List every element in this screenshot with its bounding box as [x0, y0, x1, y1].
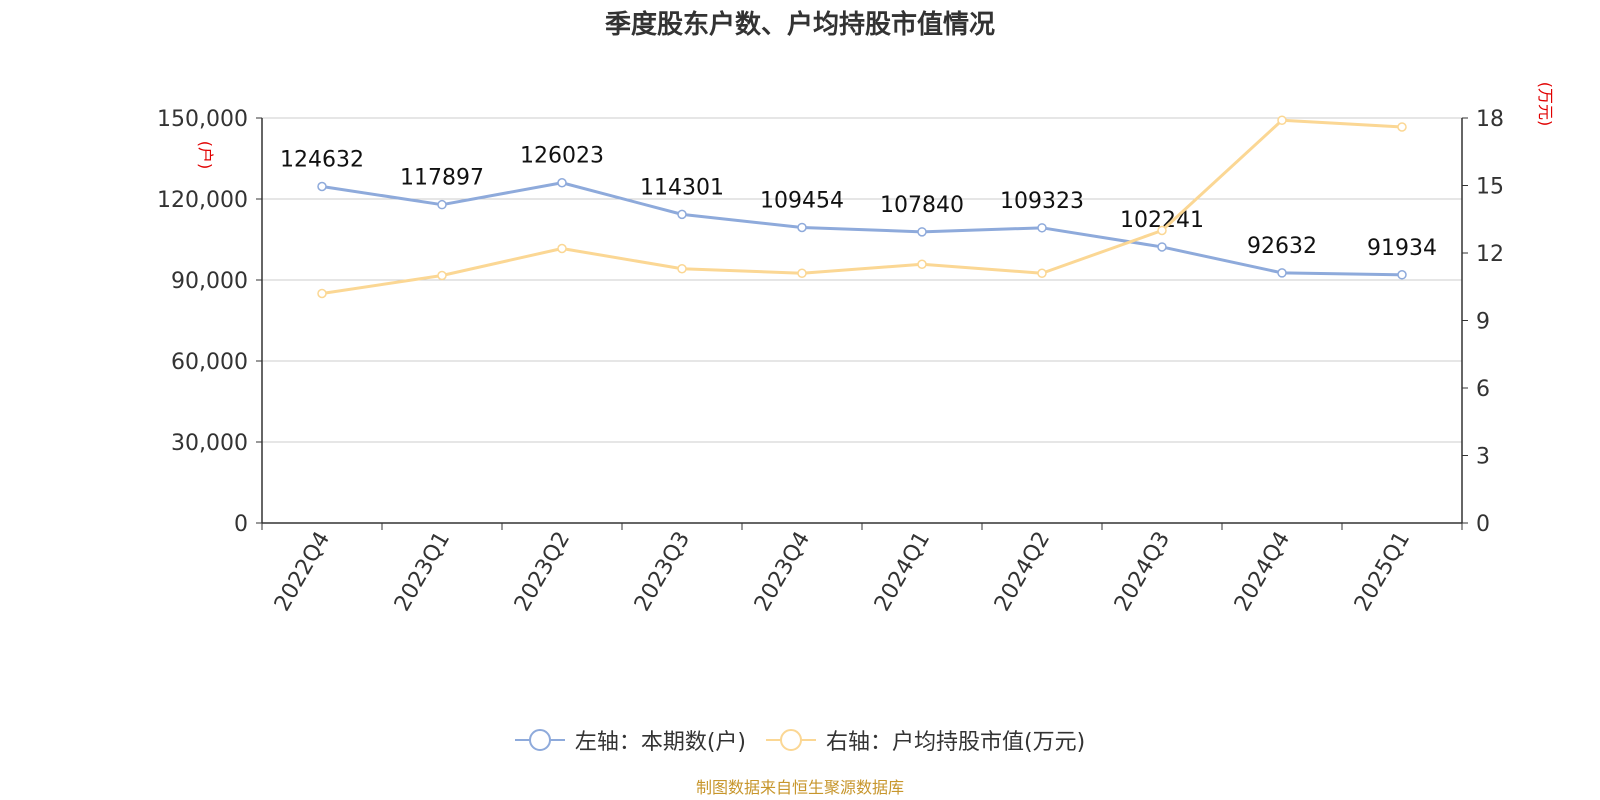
left-axis-unit-label: (户)	[196, 141, 215, 170]
data-point-0	[797, 222, 807, 233]
data-point-0	[557, 177, 567, 188]
data-point-1	[797, 268, 807, 278]
data-point-1	[1157, 225, 1167, 236]
x-axis-tick-label: 2022Q4	[270, 528, 335, 616]
data-point-1	[1037, 268, 1047, 278]
right-axis-tick-label: 6	[1476, 377, 1490, 402]
left-axis-tick-label: 120,000	[157, 188, 248, 213]
legend-item-households[interactable]: 左轴：本期数(户)	[514, 724, 746, 756]
data-point-0	[917, 227, 927, 237]
legend-marker-households	[514, 729, 565, 751]
legend-item-avg-value[interactable]: 右轴：户均持股市值(万元)	[766, 724, 1085, 756]
data-label: 114301	[640, 175, 724, 200]
left-axis-tick-label: 60,000	[171, 350, 248, 375]
data-label: 124632	[280, 147, 364, 172]
data-label: 92632	[1247, 234, 1317, 259]
data-label: 91934	[1367, 236, 1437, 261]
data-point-0	[1157, 242, 1167, 252]
data-point-0	[1037, 223, 1047, 233]
x-axis-tick-label: 2024Q1	[870, 528, 935, 616]
right-axis-tick-label: 18	[1476, 107, 1504, 132]
legend-label-households: 左轴：本期数(户)	[574, 730, 746, 755]
data-point-1	[917, 259, 927, 269]
left-axis-tick-label: 30,000	[171, 431, 248, 456]
legend-marker-avg-value	[766, 729, 816, 751]
data-label: 126023	[520, 144, 604, 169]
data-point-1	[1277, 115, 1287, 125]
right-axis-tick-label: 0	[1476, 512, 1490, 537]
left-axis-tick-label: 0	[234, 512, 248, 537]
right-axis-tick-label: 3	[1476, 445, 1490, 470]
data-point-1	[677, 264, 687, 274]
data-point-0	[677, 209, 687, 220]
x-axis-tick-label: 2024Q4	[1230, 528, 1295, 616]
data-label: 107840	[880, 193, 964, 218]
data-label: 109323	[1000, 189, 1084, 214]
x-axis-tick-label: 2023Q2	[510, 528, 575, 616]
right-axis-tick-label: 15	[1476, 175, 1504, 200]
data-point-1	[1397, 122, 1407, 132]
data-label: 109454	[760, 188, 844, 213]
legend-label-avg-value: 右轴：户均持股市值(万元)	[826, 730, 1086, 755]
x-axis-tick-label: 2023Q3	[630, 528, 695, 616]
right-axis-unit-label: (万元)	[1536, 82, 1555, 127]
x-axis-tick-label: 2023Q4	[750, 528, 815, 616]
x-axis-tick-label: 2024Q3	[1110, 528, 1175, 616]
chart-legend: 左轴：本期数(户) 右轴：户均持股市值(万元)	[0, 724, 1600, 756]
data-point-1	[557, 243, 567, 254]
x-axis-tick-label: 2023Q1	[390, 528, 455, 616]
right-axis-tick-label: 12	[1476, 242, 1504, 267]
data-point-1	[437, 270, 447, 281]
chart-title: 季度股东户数、户均持股市值情况	[604, 10, 995, 40]
data-source-note: 制图数据来自恒生聚源数据库	[695, 778, 904, 797]
series-line-0	[321, 181, 1403, 277]
series-line-1	[321, 118, 1403, 295]
left-axis-tick-label: 90,000	[171, 269, 248, 294]
data-point-0	[1397, 270, 1407, 280]
data-point-1	[317, 288, 327, 299]
data-point-0	[1277, 268, 1287, 278]
left-axis-tick-label: 150,000	[157, 107, 248, 132]
data-label: 117897	[400, 166, 484, 191]
data-point-0	[317, 181, 327, 192]
x-axis-tick-label: 2024Q2	[990, 528, 1055, 616]
right-axis-tick-label: 9	[1476, 310, 1490, 335]
data-point-0	[437, 199, 447, 210]
x-axis-tick-label: 2025Q1	[1350, 528, 1415, 616]
